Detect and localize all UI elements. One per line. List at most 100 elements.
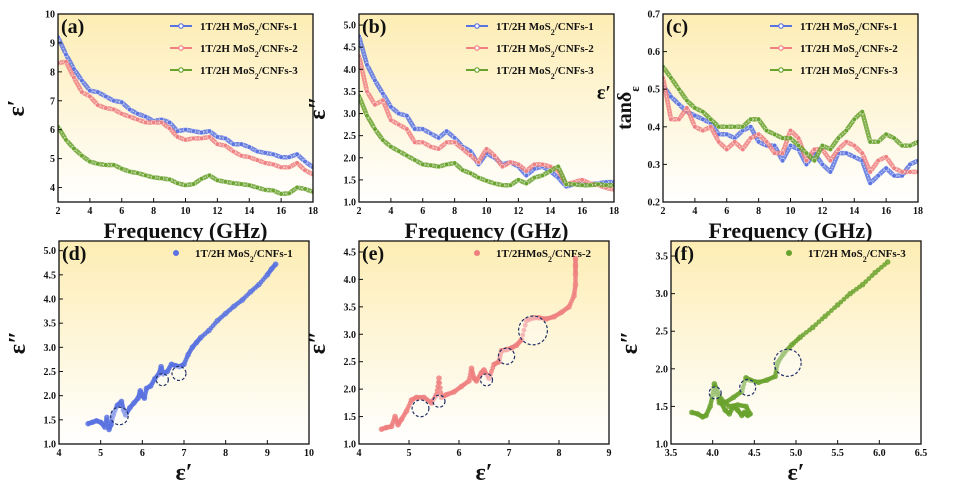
data-point [859,150,865,156]
data-point [302,186,308,192]
data-point [63,59,69,65]
data-point [475,175,482,181]
data-point [79,89,85,95]
x-tick-label: 6 [457,448,462,459]
data-point [875,173,881,179]
data-point [724,131,730,137]
data-point [603,182,609,188]
series-1 [378,255,579,432]
plot-background [663,14,918,202]
data-point [167,119,173,126]
data-point [79,77,85,84]
legend-dot-marker [474,23,480,29]
data-point [87,158,93,165]
data-point [190,135,197,141]
data-point [364,62,370,68]
x-tick-label: 2 [661,206,666,217]
legend-item: 1T/2H MoS2/CNFs-2 [770,43,898,59]
data-point [71,75,77,81]
data-point [692,112,698,119]
x-tick-label: 8 [223,448,228,459]
series-3 [58,124,313,197]
legend-label: 1T/2H MoS2/CNFs-1 [195,248,293,264]
data-point [262,187,268,193]
legend-item: 1T/2HMoS2/CNFs-2 [474,248,592,264]
data-point [272,261,279,268]
data-point [396,110,402,117]
y-tick-label: 4.5 [344,43,357,54]
legend: 1T/2H MoS2/CNFs-1 1T/2H MoS2/CNFs-2 1T/2H … [770,21,898,81]
y-tick-label: 0.7 [648,10,661,21]
x-tick-label: 6 [724,206,729,217]
data-point [875,139,881,145]
panel-label: (e) [362,243,384,265]
data-point [875,158,881,164]
data-point [460,146,466,152]
x-tick-label: 3.5 [665,448,678,459]
data-point [151,174,157,180]
legend-item: 1T/2H MoS2/CNFs-1 [770,21,898,37]
legend-label: 1T/2H MoS2/CNFs-1 [496,21,594,37]
data-point [230,141,236,147]
data-point [452,160,458,166]
panel-d: 4 5 6 7 8 9 10 1.0 1.5 2.0 2.5 3.0 3.5 4.0 4.5 5.0 ε′ ε″ (… [5,240,314,485]
x-tick-label: 16 [881,206,891,217]
x-tick-label: 7 [507,448,512,459]
y-axis-title: ε″ [617,331,643,355]
legend-label: 1T/2H MoS2/CNFs-2 [496,43,594,59]
data-point [891,135,897,141]
data-point [756,131,762,137]
data-point [779,135,786,141]
data-point [214,141,220,147]
panel-label: (f) [674,243,694,265]
data-point [724,146,730,152]
data-point [174,128,181,134]
legend-dot-marker [178,45,184,51]
data-point [891,165,897,171]
data-point [159,119,165,126]
data-point [795,135,802,141]
y-axis-title: ε′ [4,99,30,116]
corner-annotation: ε′ [597,82,611,104]
panel-f: 3.5 4.0 4.5 5.0 5.5 6.0 6.5 1.0 1.5 2.0 2.5 3.0 3.5 ε… [617,240,927,485]
panel-label: (c) [666,16,688,38]
x-tick-label: 9 [607,448,612,459]
data-point [214,177,220,183]
data-point [595,181,601,187]
series-3 [359,93,614,188]
data-point-interp [522,322,528,328]
x-tick-label: 10 [181,206,191,217]
data-point [95,161,101,167]
y-tick-label: 2.5 [344,357,357,368]
data-point [579,177,585,183]
data-point [95,89,101,95]
data-point [230,148,236,154]
x-tick-label: 16 [276,206,286,217]
legend-item: 1T/2H MoS2/CNFs-3 [786,248,906,264]
legend-label: 1T/2H MoS2/CNFs-1 [200,21,298,37]
data-point [372,77,378,83]
data-point [907,161,913,167]
x-tick-label: 4 [357,448,362,459]
legend-dot-marker [173,250,179,256]
data-point [571,181,577,187]
y-tick-label: 2.5 [344,131,357,142]
data-point-interp [866,276,872,281]
data-point [111,106,117,112]
data-point [475,159,482,165]
y-tick-label: 2.0 [344,153,357,164]
data-point [182,137,189,143]
data-point [214,134,220,140]
data-point [174,180,181,186]
legend-dot-marker [474,250,480,256]
data-point [668,94,674,100]
x-tick-label: 6 [140,448,145,459]
data-point-interp [520,332,526,338]
data-point [779,158,786,164]
data-point [772,143,778,149]
data-point [803,150,809,156]
series-line-highlight [359,95,614,186]
x-axis-title: Frequency (GHz) [104,218,268,243]
data-point [182,127,189,133]
